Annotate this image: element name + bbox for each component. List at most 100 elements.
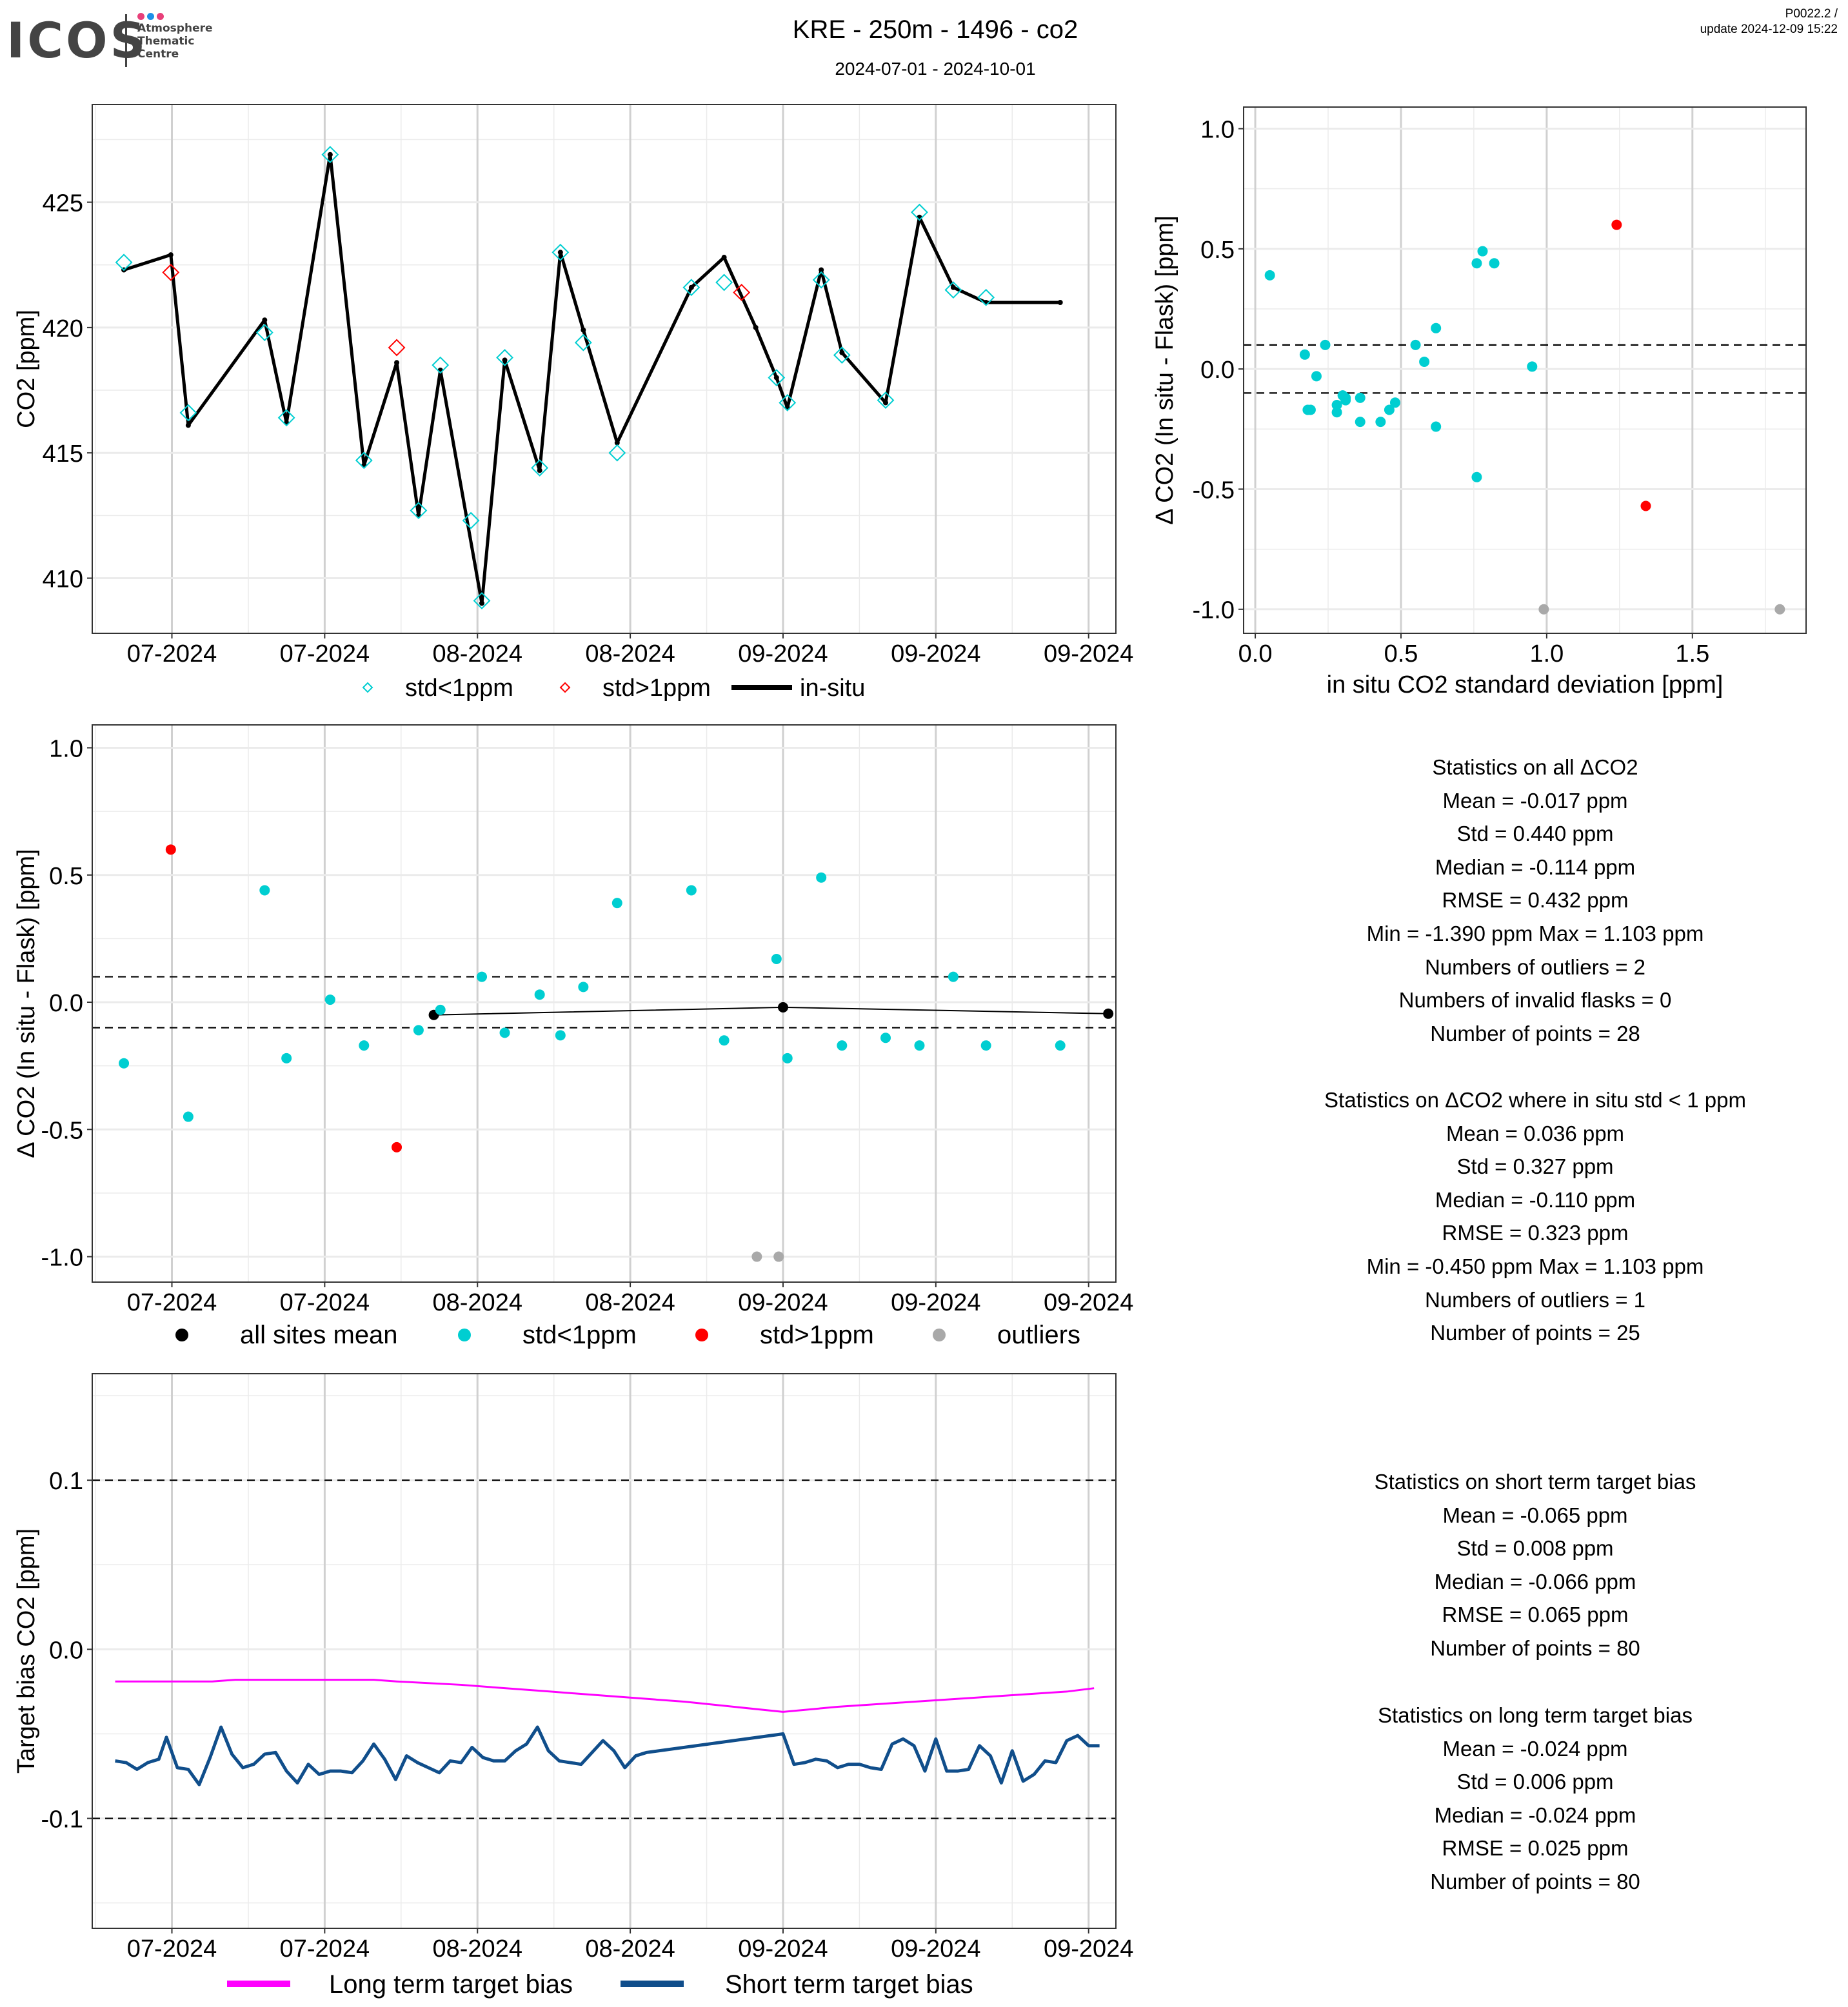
x-tick-label: 07-2024 xyxy=(280,640,370,667)
insitu-point xyxy=(950,284,956,290)
stats-line: RMSE = 0.065 ppm xyxy=(1442,1603,1629,1627)
x-tick-label: 09-2024 xyxy=(891,1289,980,1316)
insitu-point xyxy=(1057,300,1063,306)
legend-label: Short term target bias xyxy=(725,1970,973,1999)
stats-line: Number of points = 28 xyxy=(1430,1021,1640,1045)
data-point xyxy=(499,1027,510,1038)
y-tick-label: -0.1 xyxy=(41,1806,83,1834)
version-info: P0022.2 / update 2024-12-09 15:22 xyxy=(1700,6,1838,37)
stats-line: Min = -1.390 ppm Max = 1.103 ppm xyxy=(1366,921,1704,945)
data-point xyxy=(1471,471,1482,482)
legend-swatch xyxy=(458,1329,471,1341)
x-tick-label: 09-2024 xyxy=(738,1935,828,1963)
legend-swatch xyxy=(175,1329,188,1341)
stats-line: Numbers of outliers = 2 xyxy=(1424,954,1646,979)
data-point xyxy=(1340,392,1351,403)
logo-line: Centre xyxy=(137,48,179,61)
insitu-point xyxy=(688,284,694,290)
data-point xyxy=(555,1030,566,1041)
x-tick-label: 09-2024 xyxy=(891,640,980,667)
data-point-diamond xyxy=(255,324,273,342)
data-point xyxy=(1331,407,1342,418)
data-point xyxy=(1055,1040,1066,1051)
data-point xyxy=(1264,270,1275,281)
x-tick-label: 09-2024 xyxy=(1044,1935,1133,1963)
insitu-point xyxy=(537,468,542,473)
x-tick-label: 09-2024 xyxy=(738,1289,828,1316)
data-point xyxy=(183,1111,194,1122)
stats-line: Mean = 0.036 ppm xyxy=(1446,1121,1625,1145)
x-tick-label: 08-2024 xyxy=(433,1289,522,1316)
data-point xyxy=(1431,322,1442,333)
data-point-diamond xyxy=(496,349,513,366)
logo-line: Thematic xyxy=(137,35,195,48)
panel-border xyxy=(92,1373,1117,1929)
stats-line: Median = -0.066 ppm xyxy=(1434,1569,1636,1594)
data-point xyxy=(119,1058,130,1069)
chart-delta_timeseries: 07-2024 07-2024 08-2024 08-2024 09-2024 09-20… xyxy=(13,724,1133,1349)
stats-title: Statistics on short term target bias xyxy=(1374,1470,1696,1494)
series-line xyxy=(115,1679,1095,1713)
version-label: P0022.2 / xyxy=(1785,7,1838,21)
x-tick-label: 07-2024 xyxy=(127,640,217,667)
x-tick-label: 08-2024 xyxy=(585,640,675,667)
data-point xyxy=(980,1040,991,1051)
y-tick-label: 0.0 xyxy=(1200,357,1235,384)
insitu-point xyxy=(394,360,400,366)
data-point-diamond xyxy=(321,146,339,164)
data-point xyxy=(1410,339,1421,350)
y-tick-label: 1.0 xyxy=(49,736,83,763)
data-point-diamond xyxy=(733,284,751,301)
data-point-diamond xyxy=(608,444,626,462)
data-point xyxy=(413,1025,424,1036)
legend-label: std<1ppm xyxy=(522,1321,637,1349)
data-point-diamond xyxy=(768,369,786,387)
logo-dot-icon xyxy=(137,13,144,20)
logo-divider xyxy=(125,14,127,67)
y-tick-label: 0.1 xyxy=(49,1468,83,1495)
data-point xyxy=(1489,258,1500,269)
x-tick-label: 07-2024 xyxy=(280,1935,370,1963)
data-point-diamond xyxy=(462,511,480,529)
y-tick-label: 0.0 xyxy=(49,1637,83,1664)
data-point xyxy=(359,1040,370,1051)
data-point xyxy=(782,1053,793,1063)
stats-line: Number of points = 80 xyxy=(1430,1869,1640,1893)
y-tick-label: -1.0 xyxy=(41,1245,83,1272)
data-point xyxy=(165,844,176,855)
data-point xyxy=(948,971,959,982)
y-axis-label: Δ CO2 (In situ - Flask) [ppm] xyxy=(1151,215,1178,524)
data-point-diamond xyxy=(574,333,592,351)
data-point xyxy=(1477,246,1488,257)
stats-line: Mean = -0.017 ppm xyxy=(1442,788,1628,813)
data-point-diamond xyxy=(559,682,571,693)
data-point-diamond xyxy=(162,263,180,281)
legend-swatch xyxy=(933,1329,946,1341)
legend-label: all sites mean xyxy=(240,1321,398,1349)
data-point-diamond xyxy=(362,682,373,693)
stats-line: Mean = -0.065 ppm xyxy=(1442,1503,1628,1527)
y-tick-label: 410 xyxy=(43,566,83,593)
series-line xyxy=(115,1725,1100,1786)
y-tick-label: 0.0 xyxy=(49,990,83,1017)
legend-label: std<1ppm xyxy=(405,675,513,702)
insitu-point xyxy=(262,317,268,323)
insitu-point xyxy=(839,350,845,355)
legend-label: std>1ppm xyxy=(760,1321,874,1349)
data-point xyxy=(816,872,827,883)
data-point xyxy=(1320,339,1331,350)
x-tick-label: 09-2024 xyxy=(738,640,828,667)
logo-dot-icon xyxy=(157,13,164,20)
data-point xyxy=(611,898,622,909)
insitu-point xyxy=(883,400,889,406)
data-point xyxy=(880,1033,891,1043)
data-point xyxy=(1305,404,1316,415)
data-point xyxy=(1389,397,1400,408)
insitu-point xyxy=(614,440,620,446)
insitu-line xyxy=(123,153,1060,605)
data-point-diamond xyxy=(877,391,895,409)
data-point-diamond xyxy=(355,451,373,470)
legend-label: outliers xyxy=(997,1321,1080,1349)
stats-line: RMSE = 0.323 ppm xyxy=(1442,1221,1629,1245)
stats-line: Mean = -0.024 ppm xyxy=(1442,1736,1628,1761)
